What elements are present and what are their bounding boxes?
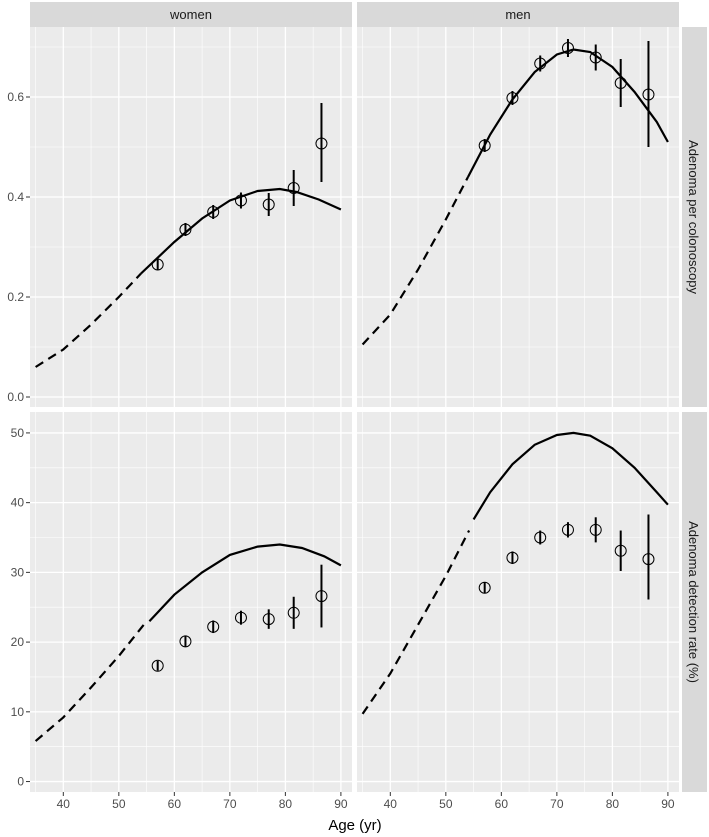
data-point: [287, 182, 300, 194]
x-tick-label: 90: [334, 797, 348, 811]
y-tick-label: 0.2: [7, 290, 24, 304]
data-point: [234, 194, 247, 207]
panel-men-adenoma-per-colonoscopy: [357, 27, 679, 407]
data-point: [315, 137, 328, 150]
fitted-curve-solid: [472, 431, 669, 520]
y-tick-label: 40: [11, 496, 25, 510]
strip-row2-label: Adenoma detection rate (%): [686, 521, 701, 683]
data-point: [561, 523, 574, 536]
panel-background: [30, 27, 352, 407]
data-point: [614, 77, 627, 89]
x-tick-label: 50: [439, 797, 453, 811]
data-point: [589, 51, 602, 64]
y-tick-label: 0.0: [7, 390, 24, 404]
data-point: [287, 606, 300, 619]
data-point: [506, 551, 519, 564]
panel-men-adenoma-detection-rate: [357, 412, 679, 792]
x-tick-label: 80: [606, 797, 620, 811]
x-tick-label: 50: [112, 797, 126, 811]
data-point: [179, 635, 192, 648]
x-tick-label: 60: [495, 797, 509, 811]
y-axis-row1: 0.0 0.2 0.4 0.6: [7, 90, 30, 404]
strip-women-label: women: [169, 7, 212, 22]
strip-women: [30, 2, 352, 27]
data-point: [179, 223, 192, 236]
y-tick-label: 50: [11, 426, 25, 440]
y-tick-label: 10: [11, 705, 25, 719]
fitted-curve-dashed: [361, 176, 469, 346]
y-tick-label: 0: [17, 775, 24, 789]
x-tick-label: 80: [279, 797, 293, 811]
y-tick-label: 0.6: [7, 90, 24, 104]
data-point: [151, 659, 164, 672]
strip-row1-label: Adenoma per colonoscopy: [686, 140, 701, 294]
data-point: [262, 198, 275, 211]
fitted-curve-dashed: [361, 529, 471, 715]
data-point: [506, 92, 519, 104]
panel-women-adenoma-per-colonoscopy: [30, 27, 352, 407]
data-point: [207, 206, 220, 218]
data-point: [642, 88, 655, 101]
data-point: [151, 258, 164, 271]
y-tick-label: 20: [11, 635, 25, 649]
data-point: [614, 544, 627, 557]
panel-background: [357, 27, 679, 407]
x-axis-title: Age (yr): [328, 817, 381, 834]
data-point: [642, 553, 655, 566]
panel-background: [30, 412, 352, 792]
data-point: [534, 531, 547, 544]
x-axis-men: 40 50 60 70 80 90: [384, 792, 675, 811]
data-point: [589, 523, 602, 536]
data-point: [207, 620, 220, 633]
y-tick-label: 0.4: [7, 190, 24, 204]
y-tick-label: 30: [11, 565, 25, 579]
x-tick-label: 70: [223, 797, 237, 811]
panel-women-adenoma-detection-rate: [30, 412, 352, 792]
data-point: [478, 581, 491, 594]
y-axis-row2: 0 10 20 30 40 50: [11, 426, 30, 789]
strip-adenoma-detection-rate: [682, 412, 707, 792]
x-tick-label: 60: [168, 797, 182, 811]
data-point: [534, 57, 547, 70]
data-point: [262, 613, 275, 626]
data-point: [234, 611, 247, 624]
x-tick-label: 40: [384, 797, 398, 811]
data-point: [478, 139, 491, 152]
x-tick-label: 90: [661, 797, 675, 811]
fitted-curve-solid: [148, 543, 342, 622]
x-tick-label: 70: [550, 797, 564, 811]
data-point: [315, 590, 328, 603]
fitted-curve-dashed: [35, 272, 142, 368]
strip-adenoma-per-colonoscopy: [682, 27, 707, 407]
strip-men-label: men: [505, 7, 530, 22]
strip-men: [357, 2, 679, 27]
x-tick-label: 40: [57, 797, 71, 811]
data-point: [561, 42, 574, 54]
x-axis-women: 40 50 60 70 80 90: [57, 792, 348, 811]
fitted-curve-dashed: [34, 624, 145, 742]
panel-background: [357, 412, 679, 792]
